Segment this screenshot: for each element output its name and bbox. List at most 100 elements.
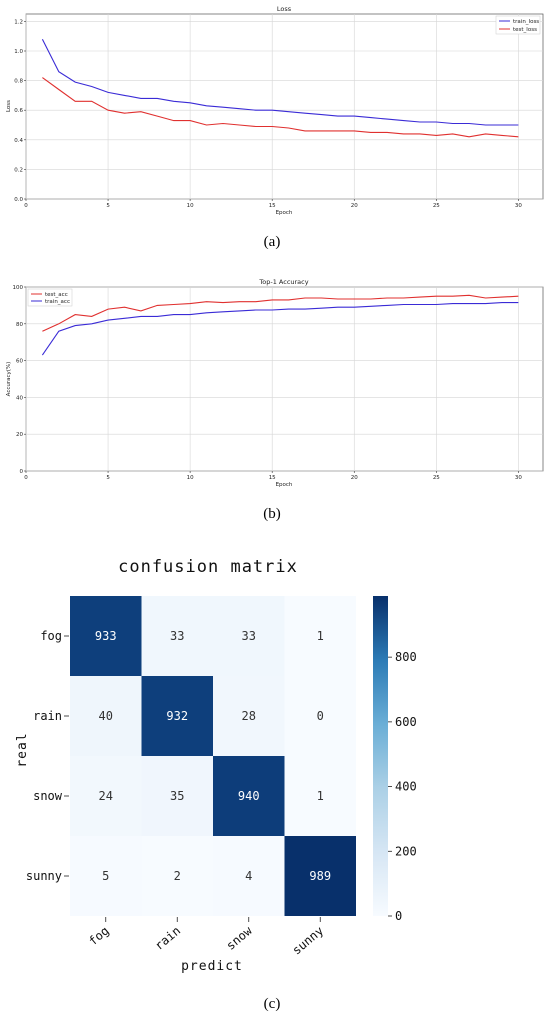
colorbar-gradient <box>373 596 388 916</box>
heatmap-cell <box>284 756 356 836</box>
heatmap-cell <box>284 836 356 916</box>
colorbar-tick-label: 0 <box>395 909 402 923</box>
y-tick-label: 1.2 <box>14 19 23 25</box>
series-line-train-acc <box>41 302 519 356</box>
loss-x-ticks: 0 5 10 15 20 25 30 <box>24 199 522 209</box>
heatmap-cell <box>70 836 142 916</box>
column-label-fog: fog <box>86 924 112 949</box>
cell-value-label: 989 <box>309 869 331 883</box>
x-tick-label: 5 <box>106 203 110 209</box>
x-tick-label: 25 <box>433 475 440 481</box>
loss-lines <box>41 38 519 138</box>
accuracy-plot-area <box>25 286 544 472</box>
colorbar-tick-label: 400 <box>395 780 417 794</box>
y-tick-label: 80 <box>16 322 23 328</box>
row-label-sunny: sunny <box>26 869 62 883</box>
x-tick-label: 10 <box>187 203 194 209</box>
heatmap-cell <box>284 676 356 756</box>
caption-b: (b) <box>263 506 281 522</box>
heatmap-cell <box>213 756 285 836</box>
y-tick-label: 60 <box>16 359 23 365</box>
y-tick-label: 40 <box>16 395 23 401</box>
x-tick-label: 10 <box>187 475 194 481</box>
heatmap-cell <box>141 756 213 836</box>
loss-y-axis-label: Loss <box>6 100 12 112</box>
y-tick-label: 0 <box>20 469 24 475</box>
row-label-snow: snow <box>33 789 63 803</box>
confusion-matrix-row-labels: fog rain snow sunny <box>26 629 69 883</box>
accuracy-chart-title: Top-1 Accuracy <box>258 278 308 286</box>
row-label-rain: rain <box>33 709 62 723</box>
cell-value-label: 28 <box>242 709 256 723</box>
x-tick-label: 30 <box>515 475 522 481</box>
loss-plot-area <box>25 13 544 200</box>
confusion-matrix-column-labels: fog rain snow sunny <box>86 917 326 958</box>
x-tick-label: 15 <box>269 203 276 209</box>
column-label-snow: snow <box>224 923 256 953</box>
accuracy-y-ticks: 0 20 40 60 80 100 <box>13 285 26 475</box>
row-label-fog: fog <box>40 629 62 643</box>
series-line-test-acc <box>42 294 519 332</box>
colorbar-ticks: 0 200 400 600 800 <box>388 650 417 923</box>
confusion-matrix-y-axis-label: real <box>15 732 30 767</box>
heatmap-cell <box>213 596 285 676</box>
x-tick-label: 20 <box>351 203 358 209</box>
loss-legend: train_loss test_loss <box>495 15 541 35</box>
heatmap-cell <box>284 596 356 676</box>
x-tick-label: 5 <box>106 475 110 481</box>
confusion-matrix-cells: 933 33 33 140 932 28 024 35 940 15 2 4 989 <box>70 596 356 916</box>
heatmap-cell <box>213 676 285 756</box>
heatmap-cell <box>141 596 213 676</box>
cell-value-label: 0 <box>317 709 324 723</box>
y-tick-label: 100 <box>13 285 24 291</box>
accuracy-y-axis-label: Accuracy(%) <box>6 362 12 397</box>
x-tick-label: 20 <box>351 475 358 481</box>
heatmap-cell <box>70 756 142 836</box>
loss-chart-title: Loss <box>277 5 292 13</box>
y-tick-label: 0.6 <box>14 108 23 114</box>
heatmap-cell <box>213 836 285 916</box>
colorbar-tick-label: 600 <box>395 715 417 729</box>
y-tick-label: 20 <box>16 432 23 438</box>
x-tick-label: 0 <box>24 475 28 481</box>
colorbar: 0 200 400 600 800 <box>373 596 417 923</box>
colorbar-tick-label: 200 <box>395 844 417 858</box>
loss-x-axis-label: Epoch <box>276 210 293 216</box>
cell-value-label: 4 <box>245 869 252 883</box>
legend-label-test-loss: test_loss <box>513 27 537 33</box>
series-line-train-loss <box>41 38 519 126</box>
confusion-matrix-title: confusion matrix <box>118 557 298 577</box>
heatmap-cell <box>141 836 213 916</box>
y-tick-label: 0.2 <box>14 167 23 173</box>
y-tick-label: 0.4 <box>14 138 23 144</box>
caption-c: (c) <box>264 996 281 1012</box>
loss-y-ticks: 0.0 0.2 0.4 0.6 0.8 1.0 1.2 <box>14 19 26 203</box>
accuracy-x-ticks: 0 5 10 15 20 25 30 <box>24 471 522 481</box>
loss-chart: 0 5 10 15 20 25 30 0.00.20.40.60.81.01.2 Loss … <box>6 5 544 216</box>
cell-value-label: 1 <box>317 629 324 643</box>
accuracy-chart: 0 5 10 15 20 25 30 0 20 40 60 80 100 Top-1 Accuracy… <box>6 278 544 488</box>
accuracy-legend: test_acc train_acc <box>27 288 73 307</box>
accuracy-grid <box>25 286 543 472</box>
accuracy-x-axis-label: Epoch <box>276 482 293 488</box>
colorbar-tick-label: 800 <box>395 650 417 664</box>
x-tick-label: 0 <box>24 203 28 209</box>
caption-a: (a) <box>264 234 281 250</box>
cell-value-label: 33 <box>242 629 256 643</box>
heatmap-cell <box>70 676 142 756</box>
column-label-sunny: sunny <box>290 924 327 958</box>
series-line-test-loss <box>42 77 519 138</box>
x-tick-label: 25 <box>433 203 440 209</box>
cell-value-label: 40 <box>99 709 113 723</box>
cell-value-label: 940 <box>238 789 260 803</box>
cell-value-label: 2 <box>174 869 181 883</box>
loss-grid <box>25 14 543 200</box>
cell-value-label: 35 <box>170 789 184 803</box>
cell-value-label: 1 <box>317 789 324 803</box>
legend-label-train-loss: train_loss <box>513 19 539 25</box>
accuracy-lines <box>41 294 519 356</box>
y-tick-label: 1.0 <box>14 49 23 55</box>
cell-value-label: 5 <box>102 869 109 883</box>
confusion-matrix-chart: confusion matrix 933 33 33 140 932 28 024 35 940… <box>15 557 417 974</box>
